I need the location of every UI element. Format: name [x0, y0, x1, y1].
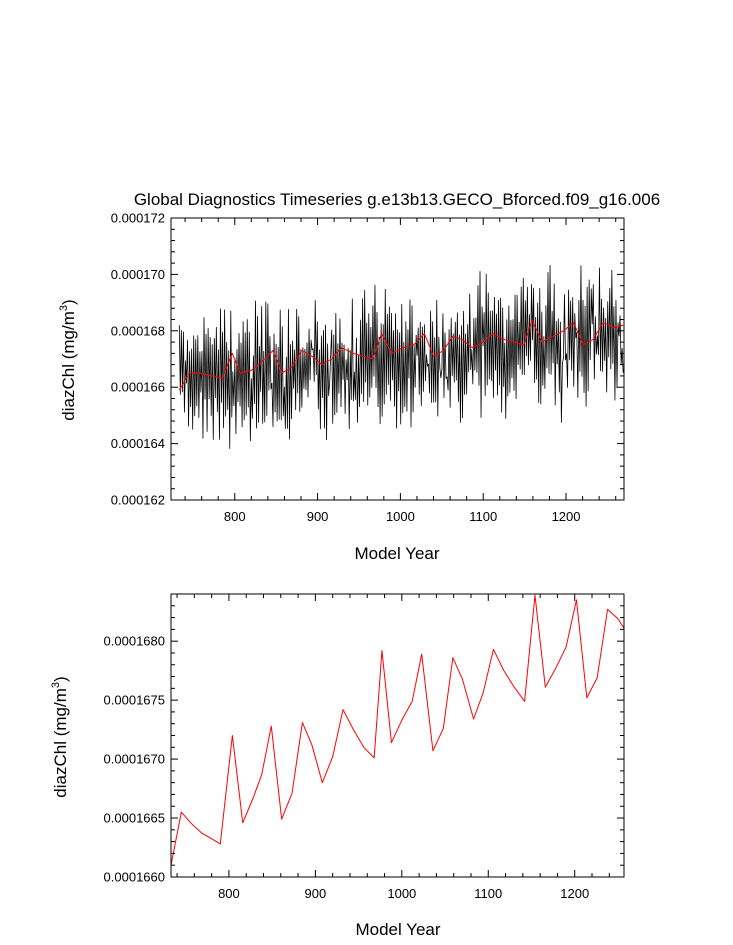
x-tick-label: 1100	[474, 886, 502, 901]
x-tick-label: 1200	[552, 509, 581, 524]
plot-frame	[170, 217, 625, 501]
x-axis-label: Model Year	[355, 920, 440, 939]
chart-title: Global Diagnostics Timeseries g.e13b13.G…	[134, 190, 660, 209]
y-tick-label: 0.000166	[111, 380, 165, 395]
x-tick-label: 800	[224, 509, 246, 524]
x-tick-label: 900	[307, 509, 329, 524]
y-axis-label-text: diazChl (mg/m	[51, 688, 70, 798]
series-line-annual-mean	[171, 594, 624, 866]
plot-area: 800 900 1000 1100 1200 0.000162 0.000164 0.0001…	[111, 211, 625, 524]
y-tick-label: 0.000172	[111, 211, 165, 226]
y-tick-label: 0.0001675	[104, 693, 165, 708]
x-tick-label: 1000	[387, 886, 416, 901]
x-tick-label: 1200	[560, 886, 589, 901]
y-axis-label: diazChl (mg/m3)	[50, 676, 70, 797]
plot-frame	[170, 593, 625, 878]
y-tick-label: 0.0001680	[104, 634, 165, 649]
y-tick-label: 0.000170	[111, 267, 165, 282]
plot-area: 800 900 1000 1100 1200 0.0001660 0.0001665 0.00…	[104, 593, 625, 901]
y-tick-label: 0.0001660	[104, 870, 165, 885]
y-axis-label: diazChl (mg/m3)	[58, 299, 78, 420]
y-tick-label: 0.000162	[111, 493, 165, 508]
axis-ticks	[171, 217, 624, 501]
x-tick-label: 1100	[469, 509, 497, 524]
x-tick-label: 800	[218, 886, 240, 901]
series-line-annual-mean	[178, 319, 624, 391]
timeseries-chart-bottom: Model Year diazChl (mg/m3) 800 900 1000 110…	[50, 593, 625, 939]
y-tick-label: 0.000168	[111, 323, 165, 338]
y-axis-label-close: )	[51, 676, 70, 682]
y-tick-label: 0.0001670	[104, 752, 165, 767]
y-tick-label: 0.000164	[111, 436, 165, 451]
y-axis-label-superscript: 3	[50, 682, 62, 688]
axis-ticks	[171, 593, 624, 878]
series-line-monthly	[178, 265, 624, 449]
x-axis-label: Model Year	[354, 544, 439, 563]
y-axis-label-text: diazChl (mg/m	[59, 311, 78, 421]
timeseries-chart-top: Global Diagnostics Timeseries g.e13b13.G…	[58, 190, 660, 563]
x-tick-label: 900	[305, 886, 327, 901]
y-axis-label-close: )	[59, 299, 78, 305]
y-axis-label-superscript: 3	[58, 305, 70, 311]
y-tick-label: 0.0001665	[104, 811, 165, 826]
x-tick-label: 1000	[386, 509, 415, 524]
